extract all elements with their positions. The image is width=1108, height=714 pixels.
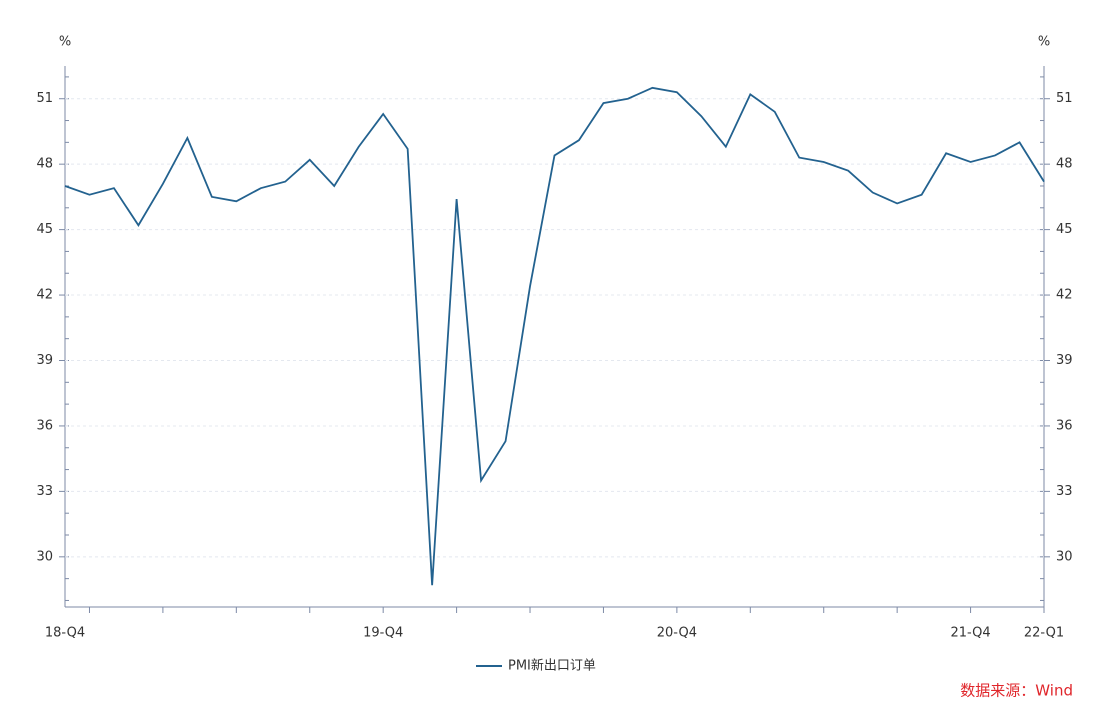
y-unit: % (59, 35, 71, 50)
y-tick-label: 48 (36, 157, 53, 172)
y2-tick-label: 30 (1056, 549, 1073, 564)
y2-tick-label: 36 (1056, 418, 1073, 433)
line-series (64, 86, 1045, 586)
legend-label: PMI新出口订单 (508, 658, 596, 674)
y-tick-label: 42 (36, 288, 53, 303)
y-tick-label: 36 (36, 418, 53, 433)
y2-tick-label: 48 (1056, 157, 1073, 172)
x-tick-label: 20-Q4 (657, 626, 697, 641)
x-tick-label: 21-Q4 (950, 626, 990, 641)
x-tick-label: 19-Q4 (363, 626, 403, 641)
y-tick-label: 51 (36, 91, 53, 106)
y2-unit: % (1038, 35, 1050, 50)
source: 数据来源：Wind (960, 682, 1073, 700)
y-tick-label: 39 (36, 353, 53, 368)
y2-tick-label: 33 (1056, 484, 1073, 499)
y2-tick-label: 39 (1056, 353, 1073, 368)
y2-tick-label: 45 (1056, 222, 1073, 237)
y-tick-label: 45 (36, 222, 53, 237)
y2-tick-label: 42 (1056, 288, 1073, 303)
x-tick-label: 18-Q4 (45, 626, 85, 641)
y2-tick-label: 51 (1056, 91, 1073, 106)
y-tick-label: 30 (36, 549, 53, 564)
y-tick-label: 33 (36, 484, 53, 499)
x-tick-label: 22-Q1 (1024, 626, 1064, 641)
